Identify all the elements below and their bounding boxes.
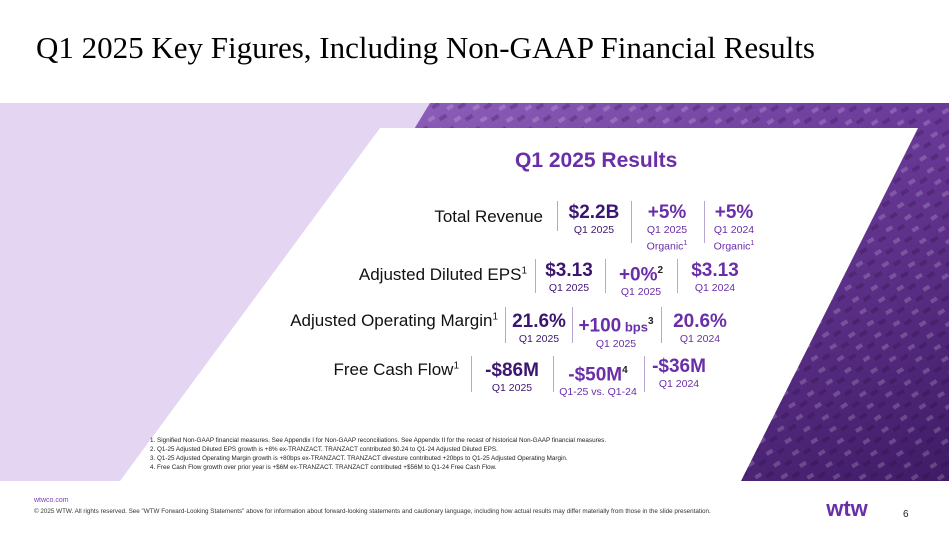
separator [557,201,558,231]
margin-q1-2025: 21.6% Q1 2025 [512,311,566,345]
separator [644,356,645,392]
fcf-q1-2025: -$86M Q1 2025 [485,360,539,394]
revenue-organic-growth-2025: +5% Q1 2025 Organic1 [646,202,688,253]
wtw-logo: wtw [825,498,868,520]
eps-q1-2025: $3.13 Q1 2025 [545,260,593,294]
revenue-organic-growth-2024: +5% Q1 2024 Organic1 [713,202,755,253]
footnote: 4. Free Cash Flow growth over prior year… [150,464,497,471]
margin-q1-2024: 20.6% Q1 2024 [673,311,727,345]
row-label-adjusted-operating-margin: Adjusted Operating Margin1 [290,311,498,330]
fcf-change: -$50M4 Q1-25 vs. Q1-24 [559,364,637,399]
separator [661,307,662,343]
separator [505,307,506,343]
separator [605,259,606,293]
results-background [0,103,949,481]
separator [471,356,472,392]
svg-text:wtw: wtw [825,498,868,520]
row-label-adjusted-eps: Adjusted Diluted EPS1 [358,265,527,284]
footnote: 1. Signified Non-GAAP financial measures… [150,437,607,444]
row-label-total-revenue: Total Revenue [434,207,543,226]
separator [535,259,536,293]
footer-website-link[interactable]: wtwco.com [34,497,69,504]
separator [631,201,632,243]
eps-growth: +0%2 Q1 2025 [618,264,664,299]
separator [572,307,573,343]
separator [553,356,554,392]
separator [704,201,705,243]
page-number: 6 [903,509,909,520]
results-heading: Q1 2025 Results [515,149,678,172]
footnote: 2. Q1-25 Adjusted Diluted EPS growth is … [150,446,498,453]
eps-q1-2024: $3.13 Q1 2024 [691,260,739,294]
footnote: 3. Q1-25 Adjusted Operating Margin growt… [150,455,568,462]
separator [677,259,678,293]
revenue-q1-2025: $2.2B Q1 2025 [568,202,620,236]
row-label-free-cash-flow: Free Cash Flow1 [333,360,459,379]
fcf-q1-2024: -$36M Q1 2024 [652,356,706,390]
slide-title: Q1 2025 Key Figures, Including Non-GAAP … [36,30,815,65]
margin-growth: +100 bps3 Q1 2025 [578,315,654,351]
footer-legal-text: © 2025 WTW. All rights reserved. See "WT… [34,508,711,515]
footnotes: 1. Signified Non-GAAP financial measures… [150,436,606,472]
